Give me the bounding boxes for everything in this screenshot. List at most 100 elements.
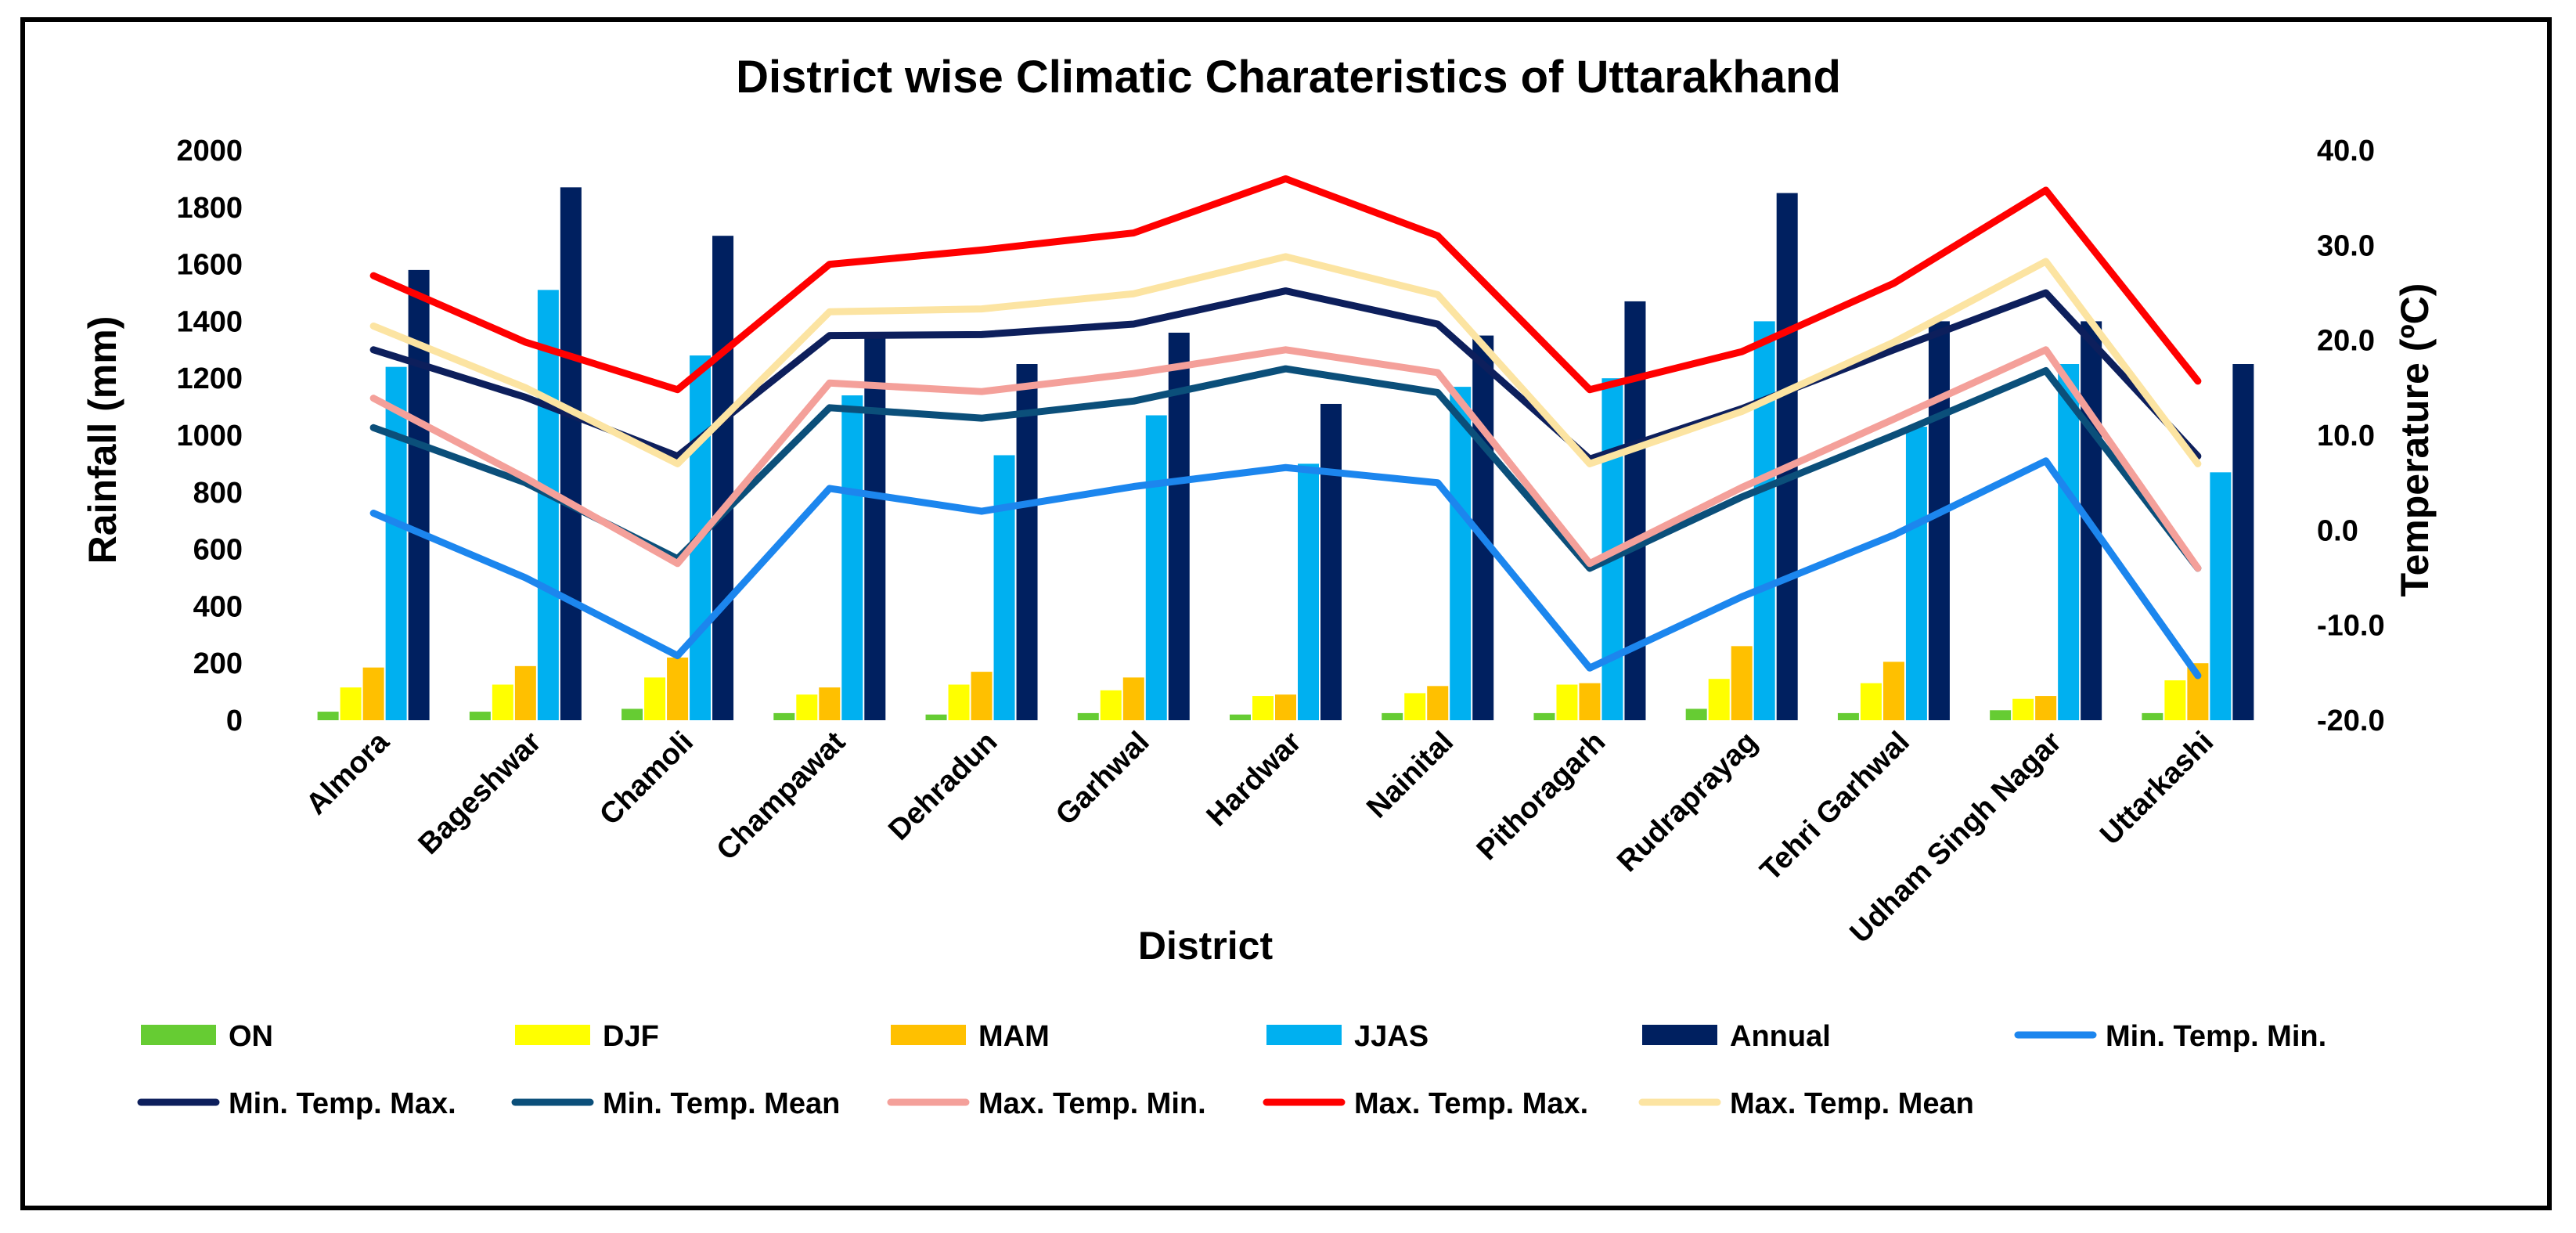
y-tick-label: 1400 bbox=[176, 305, 243, 338]
bar-mam bbox=[362, 667, 384, 720]
bar-djf bbox=[2012, 698, 2034, 720]
legend-swatch-on bbox=[141, 1025, 216, 1045]
bar-mam bbox=[819, 687, 841, 720]
y2-tick-label: 30.0 bbox=[2317, 229, 2375, 262]
y-tick-label: 1000 bbox=[176, 420, 243, 452]
bar-djf bbox=[796, 694, 818, 720]
bar-djf bbox=[948, 684, 970, 720]
legend-label: JJAS bbox=[1354, 1020, 1429, 1053]
bar-jjas bbox=[1298, 463, 1319, 720]
legend-label: Max. Temp. Min. bbox=[978, 1087, 1206, 1120]
bar-annual bbox=[1320, 403, 1342, 720]
bar-jjas bbox=[1450, 387, 1472, 720]
line-max-temp-min bbox=[369, 346, 2202, 572]
y2-tick-label: 40.0 bbox=[2317, 135, 2375, 168]
category-label: Rudraprayag bbox=[1611, 726, 1764, 878]
bar-on bbox=[621, 708, 643, 720]
y-tick-label: 600 bbox=[193, 534, 243, 567]
legend-swatch-annual bbox=[1642, 1025, 1717, 1045]
category-label: Garhwal bbox=[1050, 726, 1156, 832]
bar-jjas bbox=[2058, 364, 2080, 720]
bar-on bbox=[925, 714, 947, 720]
category-label: Dehradun bbox=[882, 726, 1003, 847]
bar-annual bbox=[712, 236, 734, 720]
y-tick-label: 1200 bbox=[176, 362, 243, 395]
bar-jjas bbox=[2210, 472, 2232, 720]
bar-annual bbox=[2232, 364, 2254, 720]
chart-frame bbox=[20, 17, 2552, 1210]
bar-layer bbox=[317, 187, 2254, 721]
y-tick-label: 2000 bbox=[176, 135, 243, 168]
bar-annual bbox=[1168, 332, 1190, 720]
y-tick-label: 1600 bbox=[176, 249, 243, 282]
y-axis-title: Rainfall (mm) bbox=[81, 316, 124, 564]
legend-label: ON bbox=[229, 1020, 273, 1053]
bar-on bbox=[2142, 712, 2163, 720]
bar-jjas bbox=[385, 366, 407, 720]
legend-label: Min. Temp. Max. bbox=[229, 1087, 456, 1120]
category-label: Nainital bbox=[1360, 726, 1460, 825]
line-max-temp-max bbox=[369, 175, 2202, 394]
legend-label: Annual bbox=[1730, 1020, 1831, 1053]
bar-mam bbox=[2035, 696, 2057, 720]
bar-on bbox=[1533, 712, 1555, 720]
legend: ON DJF MAM JJAS Annual Min. Temp. Min. Min. Te… bbox=[137, 1020, 2326, 1120]
bar-djf bbox=[492, 684, 513, 720]
bar-on bbox=[1685, 708, 1707, 720]
bar-mam bbox=[1579, 683, 1601, 720]
legend-swatch-mam bbox=[891, 1025, 966, 1045]
bar-jjas bbox=[993, 455, 1015, 720]
y2-axis-title: Temperature (ºC) bbox=[2393, 283, 2437, 597]
bar-jjas bbox=[841, 395, 863, 720]
bar-djf bbox=[1860, 683, 1882, 720]
category-label: Almora bbox=[300, 725, 396, 821]
bar-on bbox=[1837, 712, 1859, 720]
bar-on bbox=[773, 712, 795, 720]
y2-tick-label: -20.0 bbox=[2317, 705, 2385, 737]
y2-tick-label: 0.0 bbox=[2317, 514, 2358, 547]
bar-on bbox=[1077, 712, 1099, 720]
category-label: Hardwar bbox=[1201, 726, 1308, 833]
bar-annual bbox=[1928, 321, 1950, 720]
bar-djf bbox=[2164, 680, 2186, 720]
category-label: Tehri Garhwal bbox=[1754, 726, 1916, 888]
bar-annual bbox=[1624, 301, 1646, 720]
chart-title: District wise Climatic Charateristics of… bbox=[736, 52, 1841, 103]
bar-on bbox=[317, 712, 339, 720]
y2-tick-label: 20.0 bbox=[2317, 325, 2375, 358]
bar-mam bbox=[1275, 694, 1296, 720]
legend-label: Min. Temp. Min. bbox=[2106, 1020, 2326, 1053]
y-tick-label: 800 bbox=[193, 477, 243, 510]
bar-djf bbox=[340, 687, 362, 720]
bar-djf bbox=[644, 677, 666, 720]
category-label: Bageshwar bbox=[413, 726, 548, 861]
bar-on bbox=[469, 712, 491, 720]
bar-djf bbox=[1100, 690, 1122, 720]
bar-jjas bbox=[1905, 427, 1927, 720]
bar-djf bbox=[1708, 679, 1730, 720]
bar-annual bbox=[408, 269, 430, 720]
bar-mam bbox=[971, 672, 993, 720]
bar-on bbox=[1990, 710, 2012, 720]
line-layer bbox=[369, 175, 2202, 680]
legend-label: MAM bbox=[978, 1020, 1050, 1053]
bar-on bbox=[1230, 714, 1251, 720]
bar-mam bbox=[1882, 662, 1904, 720]
y-tick-label: 200 bbox=[193, 647, 243, 680]
bar-annual bbox=[864, 332, 886, 720]
y-axis-ticks: 0 200 400 600 800 1000 1200 1400 1600 1800 2000 bbox=[176, 135, 243, 737]
category-label: Champawat bbox=[711, 725, 852, 867]
y2-tick-label: 10.0 bbox=[2317, 420, 2375, 452]
legend-label: DJF bbox=[603, 1020, 659, 1053]
line-min-temp-max bbox=[369, 287, 2202, 463]
y-tick-label: 1800 bbox=[176, 192, 243, 225]
line-min-temp-min bbox=[369, 457, 2202, 680]
x-axis-title: District bbox=[1138, 924, 1274, 968]
bar-djf bbox=[1404, 693, 1426, 720]
line-max-temp-mean bbox=[369, 253, 2202, 467]
bar-annual bbox=[560, 187, 582, 720]
bar-mam bbox=[667, 657, 689, 720]
y2-tick-label: -10.0 bbox=[2317, 610, 2385, 643]
bar-annual bbox=[1016, 364, 1038, 720]
